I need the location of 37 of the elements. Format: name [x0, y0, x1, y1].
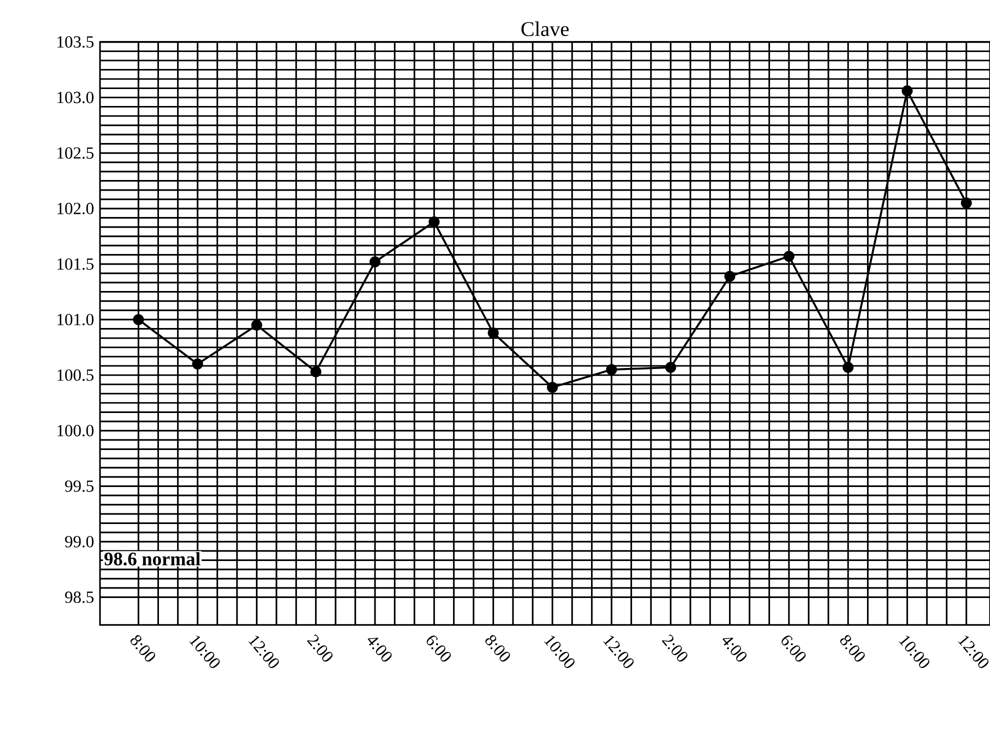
point: [783, 250, 794, 262]
point: [370, 256, 380, 268]
y-tick-label: 102.0: [58, 202, 94, 214]
y-tick-label: 99.5: [65, 480, 94, 492]
point: [251, 320, 262, 331]
y-tick-label: 98.5: [65, 591, 94, 603]
annotation: 98.6 normal: [104, 552, 200, 566]
y-tick-label: 102.5: [58, 147, 94, 159]
y-tick-label: 100.5: [58, 369, 94, 381]
y-tick-label: 100.0: [58, 424, 94, 436]
point: [192, 358, 204, 370]
point: [902, 85, 913, 96]
point: [310, 366, 322, 378]
y-tick-label: 103.5: [58, 36, 94, 48]
point: [132, 314, 144, 326]
point: [842, 362, 854, 373]
y-tick-label: 103.0: [58, 92, 94, 104]
y-tick-label: 99.0: [65, 536, 94, 548]
point: [488, 327, 499, 338]
chart-title: Clave: [521, 21, 569, 36]
y-tick-label: 101.5: [58, 258, 94, 270]
x-tick-label: 8:00: [485, 635, 510, 662]
x-tick-label: 4:00: [368, 638, 392, 662]
point: [724, 270, 736, 282]
y-tick-label: 101.0: [58, 314, 94, 326]
point: [665, 362, 676, 373]
x-tick-label: 4:00: [722, 638, 747, 662]
point: [428, 216, 440, 228]
point: [960, 198, 972, 208]
x-tick-label: 6:00: [782, 636, 806, 662]
point: [546, 382, 558, 393]
x-tick-label: 6:00: [426, 636, 451, 662]
x-tick-label: 8:00: [840, 635, 865, 662]
x-tick-label: 8:00: [130, 635, 156, 662]
x-tick-label: 2:00: [306, 634, 333, 662]
point: [606, 364, 618, 376]
x-tick-label: 2:00: [662, 634, 688, 662]
